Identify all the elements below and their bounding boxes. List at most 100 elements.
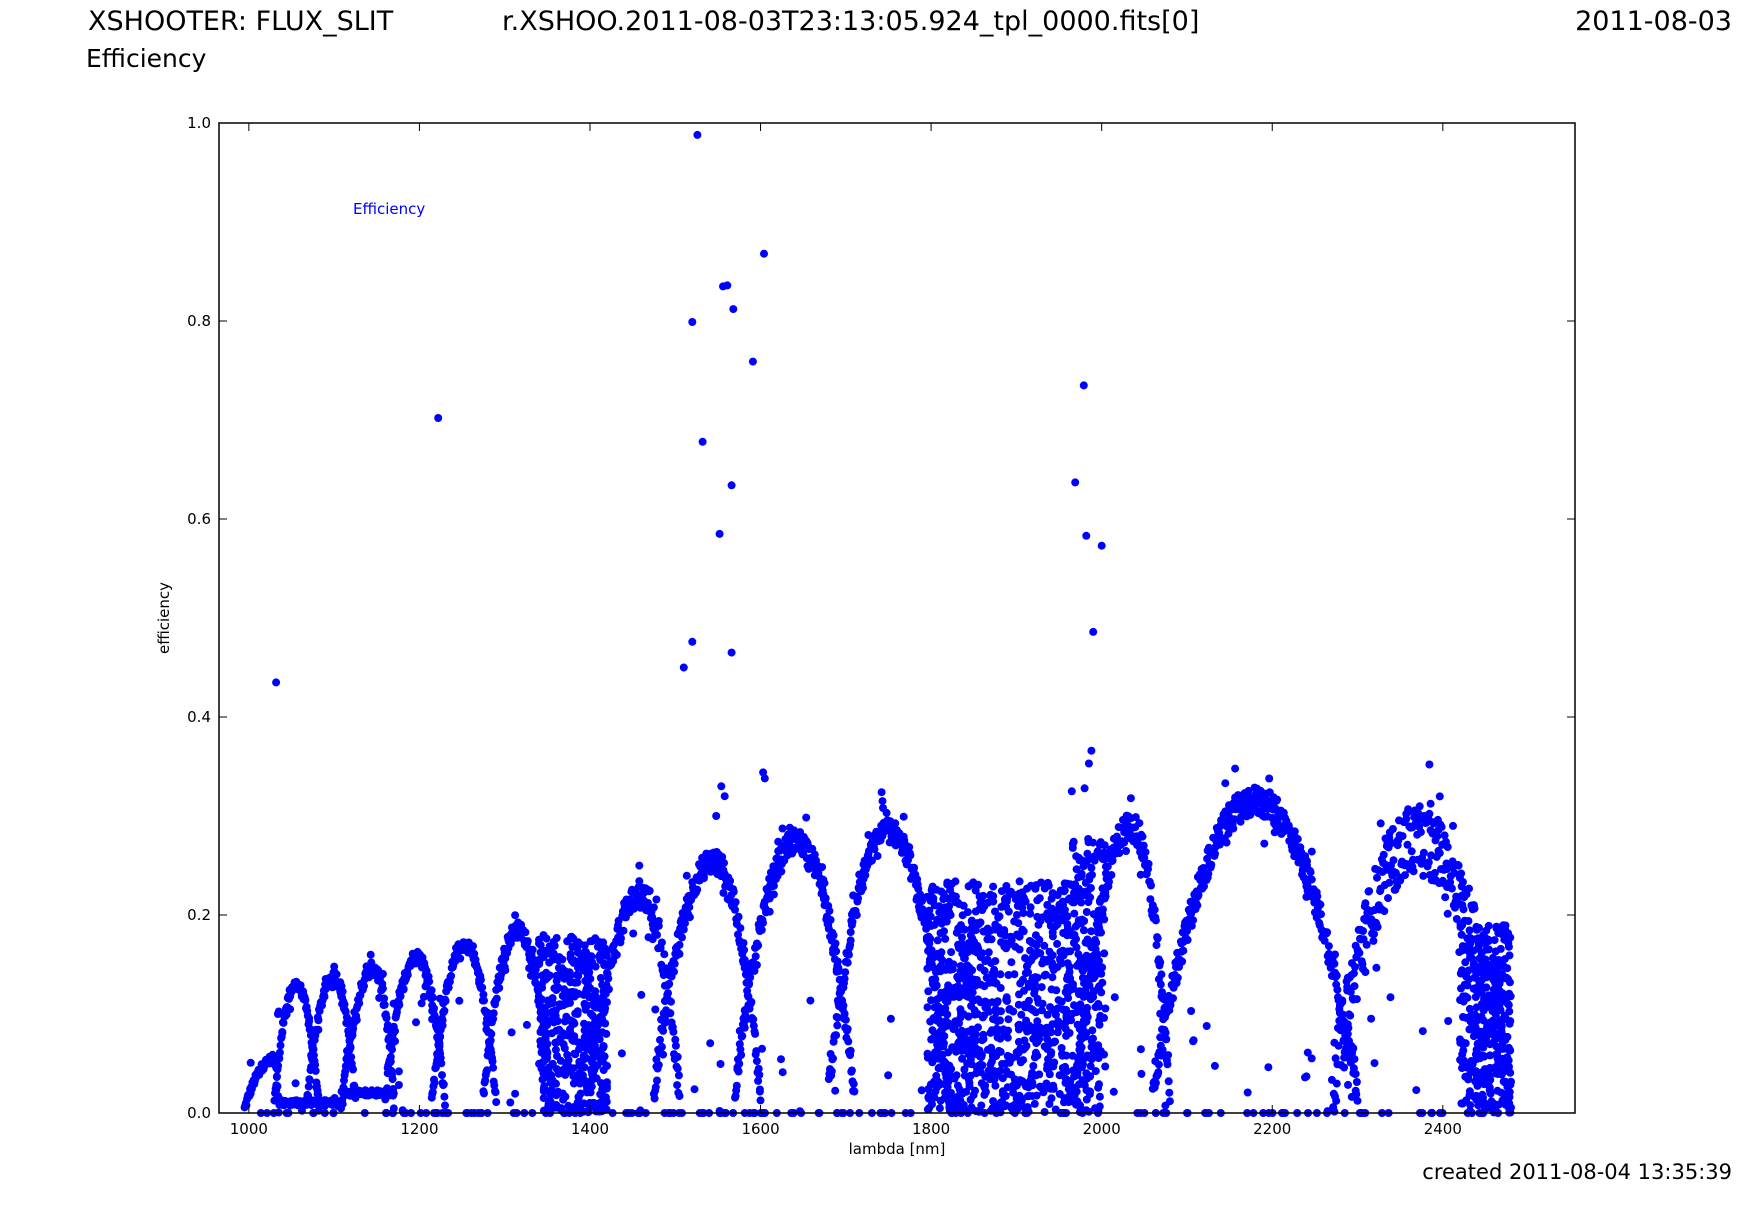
data-point (976, 1068, 985, 1077)
data-point (1419, 871, 1428, 880)
data-point (1324, 942, 1333, 951)
data-point (1141, 848, 1150, 857)
data-point (1157, 992, 1166, 1001)
data-point (570, 1049, 579, 1058)
data-point (1265, 774, 1274, 783)
data-point (1207, 860, 1216, 869)
data-point (537, 1047, 546, 1056)
data-point (479, 990, 488, 999)
data-point (337, 992, 346, 1001)
data-point (598, 980, 607, 989)
data-point (1021, 1024, 1030, 1033)
data-point (1053, 891, 1062, 900)
data-point (617, 934, 625, 943)
data-point (1462, 1063, 1471, 1072)
data-points (240, 130, 1515, 1117)
data-point (563, 1050, 572, 1059)
data-point (1465, 1087, 1474, 1096)
data-point (1021, 954, 1030, 963)
data-point (1370, 1059, 1379, 1068)
data-point (1303, 857, 1311, 866)
data-point (1419, 848, 1428, 857)
data-point (765, 907, 774, 916)
data-point (1398, 832, 1407, 841)
data-point (940, 1094, 949, 1103)
data-point (637, 990, 646, 999)
data-point (1107, 871, 1116, 879)
data-point (688, 318, 697, 326)
data-point (1091, 949, 1100, 958)
data-point (428, 993, 437, 1002)
data-point (307, 1062, 316, 1071)
data-point (829, 1054, 837, 1063)
data-point (1084, 898, 1093, 907)
data-point (559, 1040, 568, 1049)
data-point (1096, 897, 1104, 906)
data-point (1089, 910, 1098, 919)
data-point (841, 1015, 850, 1024)
data-point (389, 999, 398, 1008)
data-point (1370, 930, 1378, 939)
data-point (1416, 828, 1425, 837)
data-point (1464, 1075, 1473, 1084)
data-point (537, 1003, 546, 1012)
data-point (1379, 850, 1388, 859)
data-point (1466, 953, 1474, 962)
data-point (1080, 784, 1089, 793)
data-point (554, 1087, 563, 1096)
data-point (1160, 1025, 1169, 1034)
data-point (1161, 1101, 1170, 1110)
data-point (391, 1027, 399, 1036)
data-point (581, 976, 590, 985)
data-point (748, 357, 757, 366)
data-point (1079, 381, 1088, 390)
data-point (455, 996, 464, 1005)
data-point (309, 1045, 318, 1054)
data-point (1095, 956, 1103, 965)
data-point (930, 983, 939, 992)
data-point (320, 992, 329, 1001)
data-point (436, 994, 444, 1003)
data-point (305, 1014, 314, 1023)
y-axis-label: efficiency (155, 582, 173, 654)
data-point (1351, 963, 1360, 971)
data-point (1316, 900, 1325, 909)
data-point (950, 1094, 959, 1103)
data-point (971, 886, 980, 895)
data-point (1330, 1107, 1339, 1116)
data-point (332, 970, 341, 979)
data-point (1089, 838, 1097, 847)
data-point (840, 1009, 849, 1018)
data-point (1469, 1032, 1478, 1041)
data-point (314, 1025, 323, 1034)
data-point (1465, 884, 1473, 893)
data-point (1002, 993, 1011, 1002)
data-point (906, 851, 915, 860)
data-point (506, 1098, 515, 1107)
data-point (366, 950, 375, 959)
data-point (928, 1100, 936, 1109)
data-point (991, 1081, 1000, 1090)
data-point (569, 1079, 578, 1088)
data-point (852, 911, 861, 920)
data-point (488, 1057, 497, 1066)
data-point (1501, 1014, 1510, 1023)
data-point (542, 934, 551, 943)
data-point (1346, 987, 1355, 996)
data-point (580, 1033, 589, 1042)
data-point (389, 1089, 398, 1098)
data-point (1273, 795, 1282, 804)
data-point (935, 908, 944, 917)
data-point (394, 1081, 403, 1089)
data-point (673, 1052, 682, 1061)
data-point (1003, 1069, 1012, 1078)
data-point (740, 945, 749, 954)
data-point (827, 1067, 836, 1076)
data-point (1028, 1006, 1037, 1014)
data-point (1459, 905, 1468, 914)
data-point (388, 1075, 397, 1084)
data-point (1386, 993, 1395, 1002)
data-point (977, 1053, 986, 1062)
data-point (604, 974, 613, 983)
